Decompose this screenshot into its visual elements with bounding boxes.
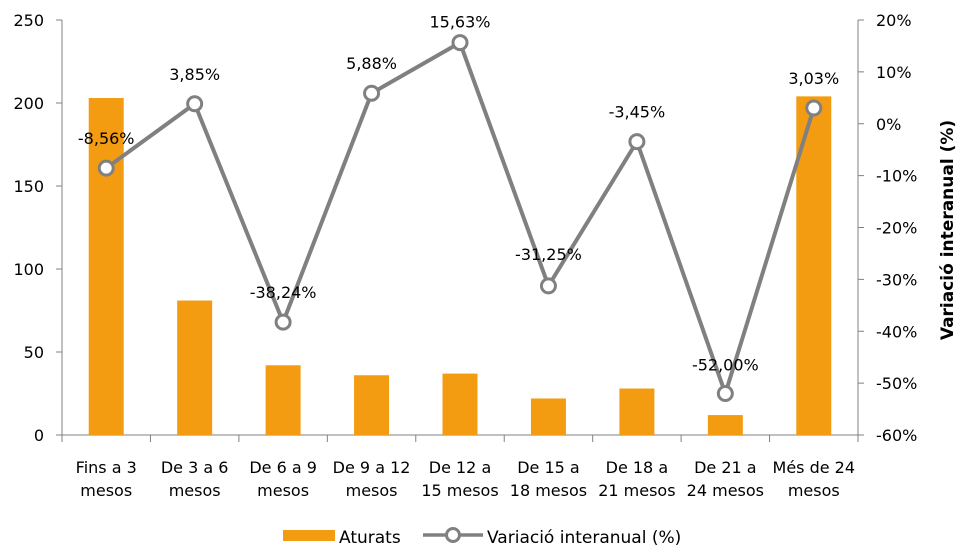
right-tick-label: -40% (876, 322, 917, 341)
legend-swatch-marker (445, 527, 461, 543)
bar-aturats (354, 375, 390, 435)
line-variacio (105, 40, 816, 396)
data-label: 5,88% (346, 54, 397, 73)
line-point (805, 99, 823, 117)
right-tick-label: -10% (876, 167, 917, 186)
line-point (274, 313, 292, 331)
category-label: De 15 a 18 mesos (510, 458, 587, 500)
labels-layer: -8,56% 3,85% -38,24% 5,88% 15,63% -31,25% -3,4… (78, 13, 839, 375)
left-tick-label: 150 (13, 177, 44, 196)
bar-aturats (177, 300, 213, 435)
category-label: Fins a 3 mesos (76, 458, 137, 500)
right-tick-label: -20% (876, 219, 917, 238)
axes-layer: 0 50 100 150 200 250 -60% -50% -40% -30% -20% -10% 0… (13, 11, 917, 500)
right-tick-label: 10% (876, 63, 912, 82)
category-label: De 9 a 12 mesos (333, 458, 411, 500)
data-label: 15,63% (429, 13, 490, 32)
data-label: -3,45% (609, 103, 666, 122)
bar-aturats (530, 398, 566, 435)
bars-layer (88, 96, 832, 436)
bar-aturats (442, 373, 478, 435)
left-tick-label: 200 (13, 94, 44, 113)
category-label: Més de 24 mesos (773, 458, 856, 500)
line-point (451, 34, 469, 52)
data-label: 3,85% (169, 65, 220, 84)
right-tick-label: 20% (876, 11, 912, 30)
legend-swatch-aturats (283, 530, 335, 541)
right-axis-title: Variació interanual (%) (938, 120, 958, 340)
legend: Aturats Variació interanual (%) (283, 527, 681, 548)
right-tick-label: -50% (876, 374, 917, 393)
category-label: De 12 a 15 mesos (421, 458, 498, 500)
category-label: De 3 a 6 mesos (161, 458, 229, 500)
line-point (539, 277, 557, 295)
bar-aturats (265, 365, 301, 435)
left-tick-label: 100 (13, 260, 44, 279)
data-label: -52,00% (692, 356, 759, 375)
left-tick-label: 250 (13, 11, 44, 30)
left-tick-label: 0 (34, 426, 44, 445)
line-point (628, 133, 646, 151)
line-point (186, 95, 204, 113)
bar-aturats (707, 415, 743, 435)
line-point (363, 84, 381, 102)
data-label: -38,24% (250, 283, 317, 302)
data-label: 3,03% (788, 69, 839, 88)
line-point (97, 159, 115, 177)
bar-aturats (88, 98, 124, 436)
category-label: De 6 a 9 mesos (249, 458, 317, 500)
line-point (716, 385, 734, 402)
right-tick-label: -60% (876, 426, 917, 445)
data-label: -8,56% (78, 129, 135, 148)
bar-aturats (796, 96, 832, 436)
right-tick-label: 0% (876, 115, 901, 134)
line-layer (97, 34, 823, 402)
data-label: -31,25% (515, 245, 582, 264)
category-label: De 21 a 24 mesos (687, 458, 764, 500)
bar-aturats (619, 388, 655, 435)
legend-label-aturats: Aturats (339, 528, 401, 548)
left-tick-label: 50 (24, 343, 44, 362)
category-label: De 18 a 21 mesos (598, 458, 675, 500)
right-tick-label: -30% (876, 270, 917, 289)
legend-label-variacio: Variació interanual (%) (487, 528, 681, 548)
